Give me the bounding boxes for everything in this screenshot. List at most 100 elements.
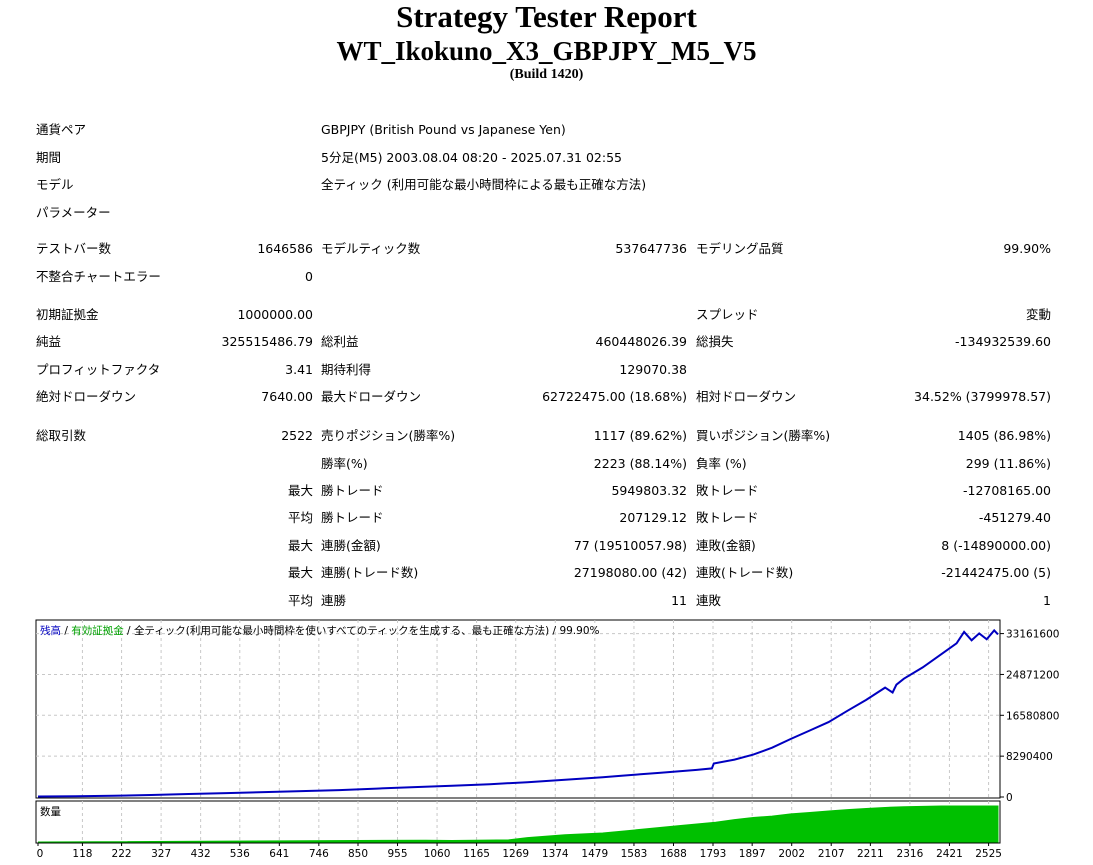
short-positions-label: 売りポジション(勝率%) [321,428,456,443]
ticks-value: 537647736 [615,241,687,256]
gross-loss-value: -134932539.60 [955,334,1051,349]
balance-chart: 33161600 24871200 16580800 8290400 0 0 118 222 3… [35,619,1059,860]
average-consecutive-losses-value: 1 [1043,593,1051,608]
x-tick-label: 746 [309,848,329,860]
expected-payoff-value: 129070.38 [619,362,687,377]
mismatch-value: 0 [305,269,313,284]
x-tick-label: 1897 [739,848,766,860]
x-tick-label: 1165 [463,848,490,860]
loss-rate-label: 負率 (%) [696,456,747,471]
symbol-value: GBPJPY (British Pound vs Japanese Yen) [321,122,566,137]
main-plot-frame [35,619,1001,799]
average-win-label: 勝トレード [321,510,384,525]
absolute-drawdown-value: 7640.00 [261,389,313,404]
largest-win-value: 5949803.32 [611,483,687,498]
long-positions-value: 1405 (86.98%) [957,428,1051,443]
legend-model: 全ティック(利用可能な最小時間枠を使いすべてのティックを生成する、最も正確な方法… [134,624,549,637]
x-tick-label: 641 [269,848,289,860]
net-profit-value: 325515486.79 [221,334,313,349]
largest-loss-value: -12708165.00 [962,483,1051,498]
average-loss-value: -451279.40 [978,510,1051,525]
max-consecutive-losses-value: 8 (-14890000.00) [941,538,1051,553]
maximal-consecutive-prefix: 最大 [287,565,313,580]
mismatch-label: 不整合チャートエラー [36,269,161,284]
symbol-label: 通貨ペア [36,122,87,137]
volume-label: 数量 [40,805,61,818]
relative-drawdown-value: 34.52% (3799978.57) [914,389,1051,404]
x-tick-label: 222 [112,848,132,860]
y-tick-label: 16580800 [1006,710,1059,722]
x-tick-label: 1060 [424,848,451,860]
x-tick-label: 1269 [502,848,529,860]
relative-drawdown-label: 相対ドローダウン [696,389,797,404]
x-tick-label: 1583 [621,848,648,860]
x-tick-label: 432 [191,848,211,860]
x-tick-label: 1793 [700,848,727,860]
profit-factor-value: 3.41 [285,362,313,377]
profit-factor-label: プロフィットファクタ [36,362,161,377]
max-consecutive-losses-label: 連敗(金額) [696,538,756,553]
period-label: 期間 [36,150,62,165]
max-consecutive-profit-value: 27198080.00 (42) [573,565,687,580]
deposit-value: 1000000.00 [237,307,313,322]
spread-value: 変動 [1025,307,1051,322]
x-tick-label: 2316 [897,848,924,860]
chart-legend: 残高 / 有効証拠金 / 全ティック(利用可能な最小時間枠を使いすべてのティック… [40,624,599,637]
largest-prefix: 最大 [287,483,313,498]
total-trades-label: 総取引数 [36,428,87,443]
bars-label: テストバー数 [36,241,112,256]
build-number: (Build 1420) [509,67,584,82]
average-consecutive-wins-value: 11 [671,593,687,608]
x-tick-label: 850 [348,848,368,860]
max-consecutive-loss-label: 連敗(トレード数) [696,565,794,580]
max-consecutive-wins-label: 連勝(金額) [321,538,381,553]
net-profit-label: 純益 [36,334,62,349]
y-tick-label: 33161600 [1006,629,1059,641]
average-consecutive-wins-label: 連勝 [321,593,347,608]
win-rate-value: 2223 (88.14%) [593,456,687,471]
max-consecutive-wins-value: 77 (19510057.98) [573,538,687,553]
x-tick-label: 2002 [778,848,805,860]
x-tick-label: 118 [72,848,92,860]
x-tick-label: 536 [230,848,250,860]
max-consecutive-prefix: 最大 [287,538,313,553]
x-tick-label: 2211 [857,848,884,860]
y-tick-label: 0 [1006,792,1013,804]
report-title: Strategy Tester Report [396,0,697,34]
loss-rate-value: 299 (11.86%) [965,456,1051,471]
x-tick-label: 327 [151,848,171,860]
largest-win-label: 勝トレード [321,483,384,498]
parameters-label: パラメーター [36,205,111,220]
absolute-drawdown-label: 絶対ドローダウン [36,389,137,404]
gross-profit-value: 460448026.39 [595,334,687,349]
gross-profit-label: 総利益 [321,334,359,349]
gross-loss-label: 総損失 [696,334,734,349]
bars-value: 1646586 [257,241,313,256]
average-loss-label: 敗トレード [696,510,759,525]
model-value: 全ティック (利用可能な最小時間枠による最も正確な方法) [321,177,647,192]
expert-name: WT_Ikokuno_X3_GBPJPY_M5_V5 [336,36,757,66]
x-tick-label: 1688 [660,848,687,860]
legend-quality: 99.90% [559,625,599,637]
average-consecutive-prefix: 平均 [287,593,313,608]
total-trades-value: 2522 [281,428,313,443]
spread-label: スプレッド [696,307,759,322]
win-rate-label: 勝率(%) [321,456,368,471]
expected-payoff-label: 期待利得 [321,362,372,377]
y-tick-label: 24871200 [1006,669,1059,681]
balance-line [37,628,999,798]
long-positions-label: 買いポジション(勝率%) [696,428,831,443]
average-prefix: 平均 [287,510,313,525]
deposit-label: 初期証拠金 [36,307,99,322]
x-tick-label: 2421 [936,848,963,860]
quality-value: 99.90% [1003,241,1051,256]
average-win-value: 207129.12 [619,510,687,525]
largest-loss-label: 敗トレード [696,483,759,498]
x-tick-label: 1374 [542,848,569,860]
period-value: 5分足(M5) 2003.08.04 08:20 - 2025.07.31 02… [321,150,623,165]
legend-separator: / [61,625,71,637]
x-tick-label: 955 [388,848,408,860]
y-tick-label: 8290400 [1006,751,1053,763]
legend-balance: 残高 [40,624,61,637]
short-positions-value: 1117 (89.62%) [593,428,687,443]
